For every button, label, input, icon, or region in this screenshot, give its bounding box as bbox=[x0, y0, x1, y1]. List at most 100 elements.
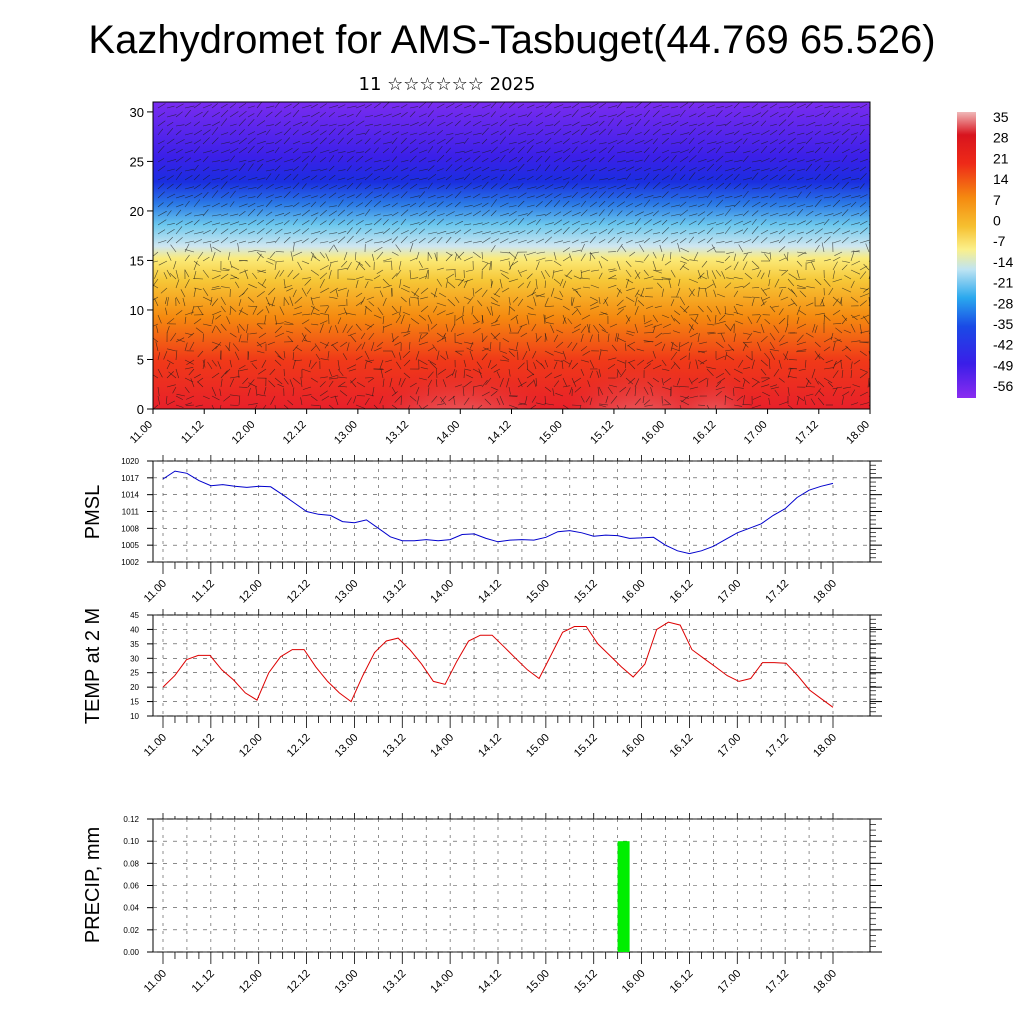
wind-barb bbox=[724, 351, 728, 361]
wind-barb bbox=[790, 298, 798, 307]
wind-barb bbox=[193, 139, 202, 145]
wind-barb bbox=[760, 272, 765, 280]
wind-barb bbox=[184, 157, 192, 163]
wind-barb bbox=[598, 386, 604, 395]
wind-barb bbox=[562, 195, 572, 199]
wind-barb bbox=[715, 321, 726, 325]
wind-barb bbox=[616, 132, 626, 136]
wind-barb bbox=[832, 212, 843, 217]
wind-barb bbox=[371, 341, 375, 351]
wind-barb bbox=[645, 305, 654, 309]
wind-barb bbox=[229, 260, 233, 268]
wind-barb bbox=[425, 269, 429, 280]
wind-barb bbox=[418, 131, 428, 136]
wind-barb bbox=[229, 404, 239, 406]
wind-barb bbox=[490, 230, 501, 235]
wind-barb bbox=[337, 359, 340, 370]
wind-barb bbox=[364, 281, 369, 289]
wind-barb bbox=[850, 136, 858, 145]
wind-barb bbox=[346, 312, 357, 316]
wind-barb bbox=[400, 203, 410, 208]
wind-barb bbox=[625, 377, 634, 385]
wind-barb bbox=[373, 138, 381, 145]
wind-barb bbox=[778, 308, 784, 316]
wind-barb bbox=[301, 334, 307, 343]
wind-barb bbox=[286, 287, 294, 292]
wind-barb bbox=[535, 201, 543, 208]
wind-barb bbox=[571, 220, 580, 226]
wind-barb bbox=[664, 260, 672, 266]
wind-barb bbox=[247, 187, 257, 190]
wind-barb bbox=[508, 128, 515, 136]
wind-barb bbox=[327, 350, 330, 359]
wind-barb bbox=[346, 121, 355, 127]
wind-barb bbox=[634, 218, 641, 226]
wind-barb bbox=[364, 123, 373, 127]
wind-barb bbox=[769, 148, 777, 154]
wind-barb bbox=[562, 256, 571, 262]
wind-barb bbox=[535, 155, 543, 163]
x-tick-label: 15.12 bbox=[588, 419, 616, 447]
wind-barb bbox=[742, 367, 751, 370]
wind-barb bbox=[420, 367, 429, 370]
wind-barb bbox=[706, 159, 715, 163]
wind-barb bbox=[283, 211, 291, 217]
wind-barb bbox=[463, 370, 465, 379]
wind-barb bbox=[472, 251, 481, 258]
wind-barb bbox=[751, 235, 759, 244]
wind-barb bbox=[550, 287, 555, 297]
wind-barb bbox=[384, 368, 393, 373]
wind-barb bbox=[472, 203, 483, 208]
wind-barb bbox=[742, 177, 752, 181]
wind-barb bbox=[391, 350, 396, 358]
wind-barb bbox=[193, 184, 201, 190]
wind-barb bbox=[508, 348, 519, 352]
wind-barb bbox=[715, 305, 721, 315]
wind-barb bbox=[634, 132, 642, 136]
wind-barb bbox=[256, 309, 264, 316]
wind-barb bbox=[292, 239, 303, 244]
wind-barb bbox=[832, 112, 840, 118]
wind-barb bbox=[337, 209, 346, 217]
wind-barb bbox=[427, 379, 432, 388]
wind-barb bbox=[805, 115, 814, 118]
wind-barb bbox=[202, 182, 211, 190]
wind-barb bbox=[364, 223, 373, 226]
x-tick-label: 14.00 bbox=[434, 419, 462, 447]
wind-barb bbox=[292, 192, 300, 199]
wind-barb bbox=[580, 269, 583, 279]
wind-barb bbox=[157, 140, 165, 145]
wind-barb bbox=[427, 131, 435, 136]
wind-barb bbox=[778, 286, 787, 289]
wind-barb bbox=[283, 350, 286, 359]
wind-barb bbox=[552, 269, 555, 279]
wind-barb bbox=[643, 212, 654, 217]
wind-barb bbox=[805, 163, 813, 172]
wind-barb bbox=[499, 377, 504, 388]
wind-barb bbox=[283, 296, 290, 306]
wind-barb bbox=[859, 194, 868, 199]
wind-barb bbox=[409, 177, 420, 181]
wind-barb bbox=[319, 137, 327, 145]
x-tick-label: 17.00 bbox=[715, 732, 743, 760]
wind-barb bbox=[472, 102, 479, 109]
wind-barb bbox=[153, 337, 159, 343]
wind-barb bbox=[850, 369, 853, 379]
wind-barb bbox=[511, 260, 519, 266]
wind-barb bbox=[409, 239, 418, 244]
wind-barb bbox=[229, 221, 240, 226]
wind-barb bbox=[814, 173, 821, 181]
wind-barb bbox=[616, 308, 625, 316]
wind-barb bbox=[571, 175, 579, 181]
wind-barb bbox=[301, 287, 307, 297]
wind-barb bbox=[823, 110, 831, 118]
wind-barb bbox=[310, 146, 318, 154]
wind-barb bbox=[157, 210, 167, 217]
wind-barb bbox=[724, 395, 734, 401]
wind-barb bbox=[346, 227, 353, 235]
wind-barb bbox=[319, 201, 326, 208]
wind-barb bbox=[526, 186, 537, 190]
wind-barb bbox=[175, 195, 185, 199]
wind-barb bbox=[742, 115, 751, 118]
wind-barb bbox=[202, 359, 206, 370]
